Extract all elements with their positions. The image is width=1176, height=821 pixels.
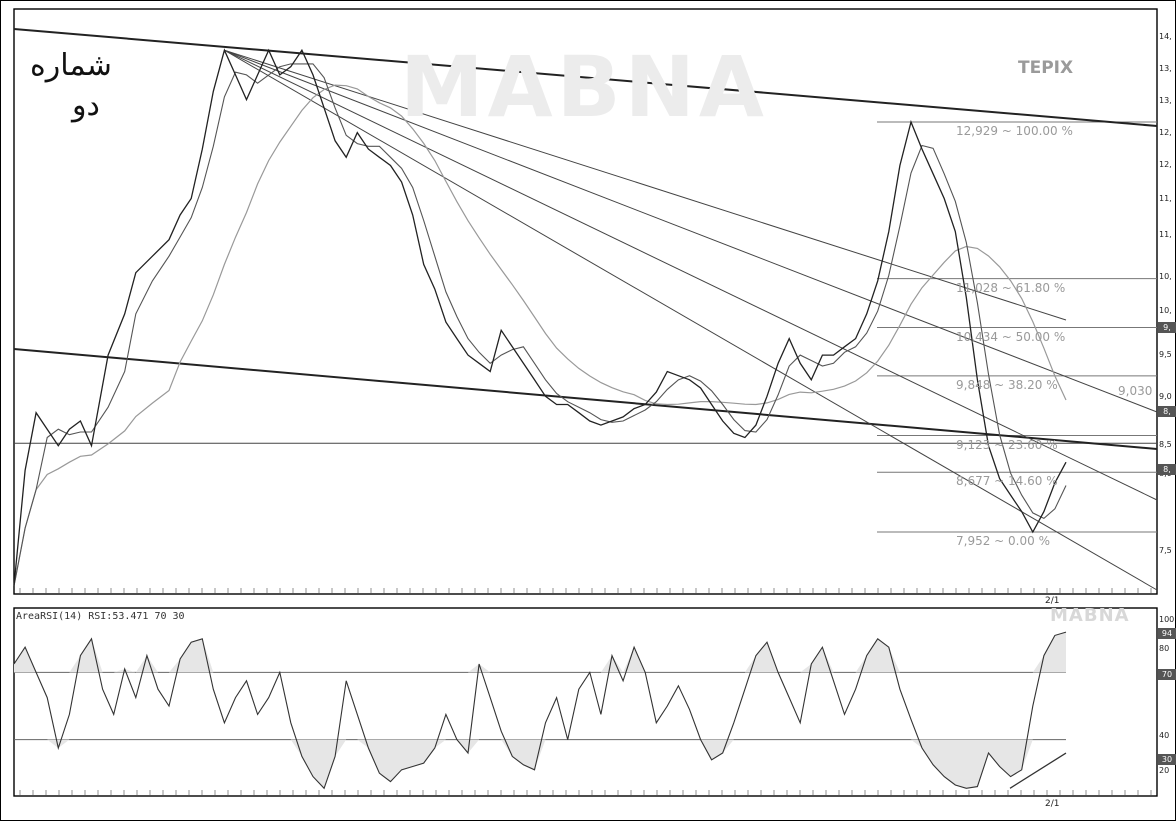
rsi-divergence-line xyxy=(1009,752,1067,789)
channel-upper-trendline xyxy=(13,28,1158,127)
y-axis-tick-label: 12, xyxy=(1159,128,1172,137)
y-axis-tick-label: 13, xyxy=(1159,96,1172,105)
fib-level-label: 10,434 ~ 50.00 % xyxy=(956,329,1066,344)
rsi-axis-value-box: 30 xyxy=(1158,754,1176,765)
date-label-price: 2/1 xyxy=(1045,596,1060,606)
rsi-axis-tick-label: 80 xyxy=(1159,644,1170,653)
moving-average-long xyxy=(13,84,1067,586)
y-axis-tick-label: 7,5 xyxy=(1159,546,1172,555)
rsi-oversold-fill xyxy=(14,739,1066,789)
fib-level-label: 11,028 ~ 61.80 % xyxy=(956,280,1066,295)
rsi-label: AreaRSI(14) RSI:53.471 70 30 xyxy=(16,611,185,622)
rsi-axis-tick-label: 20 xyxy=(1159,766,1170,775)
price-layer xyxy=(13,28,1158,593)
fan-line xyxy=(224,49,1158,591)
channel-lower-trendline xyxy=(13,348,1158,450)
y-axis-value-box: 9, xyxy=(1158,322,1176,333)
fib-level-label: 9,123 ~ 23.60 % xyxy=(956,437,1058,452)
y-axis-tick-label: 10, xyxy=(1159,306,1172,315)
y-axis-tick-label: 10, xyxy=(1159,272,1172,281)
rsi-axis-value-box: 70 xyxy=(1158,669,1176,680)
watermark-rsi: MABNA xyxy=(1050,605,1130,626)
y-axis-tick-label: 9,0 xyxy=(1159,392,1172,401)
fib-level-label: 9,848 ~ 38.20 % xyxy=(956,377,1058,392)
y-axis-tick-label: 12, xyxy=(1159,160,1172,169)
y-axis-tick-label: 11, xyxy=(1159,230,1172,239)
date-label-rsi: 2/1 xyxy=(1045,799,1060,809)
y-axis-tick-label: 9,5 xyxy=(1159,350,1172,359)
moving-average-short xyxy=(13,63,1067,586)
fib-level-label: 12,929 ~ 100.00 % xyxy=(956,123,1073,138)
rsi-axis-tick-label: 100 xyxy=(1159,615,1175,624)
price-plot-frame xyxy=(13,8,1158,595)
price-line xyxy=(13,48,1067,586)
fan-line xyxy=(224,49,1067,321)
rsi-line xyxy=(13,631,1067,790)
watermark-main: MABNA xyxy=(400,38,768,136)
rsi-plot-frame xyxy=(13,607,1158,797)
y-axis-tick-label: 8,5 xyxy=(1159,440,1172,449)
rsi-axis-tick-label: 40 xyxy=(1159,731,1170,740)
title-line-2: دو xyxy=(72,88,100,123)
extra-level-label: 9,030 xyxy=(1118,384,1153,398)
y-axis-value-box: 8, xyxy=(1158,464,1176,475)
fib-level-label: 7,952 ~ 0.00 % xyxy=(956,534,1050,549)
rsi-axis-value-box: 94 xyxy=(1158,628,1176,639)
y-axis-value-box: 8, xyxy=(1158,406,1176,417)
index-name: TEPIX xyxy=(1018,58,1074,78)
fan-line xyxy=(224,49,1158,501)
y-axis-tick-label: 11, xyxy=(1159,194,1172,203)
title-line-1: شماره xyxy=(30,48,112,83)
rsi-layer xyxy=(13,631,1152,795)
fan-line xyxy=(224,49,1158,413)
y-axis-tick-label: 14, xyxy=(1159,32,1172,41)
fib-level-label: 8,677 ~ 14.60 % xyxy=(956,474,1058,489)
y-axis-tick-label: 13, xyxy=(1159,64,1172,73)
